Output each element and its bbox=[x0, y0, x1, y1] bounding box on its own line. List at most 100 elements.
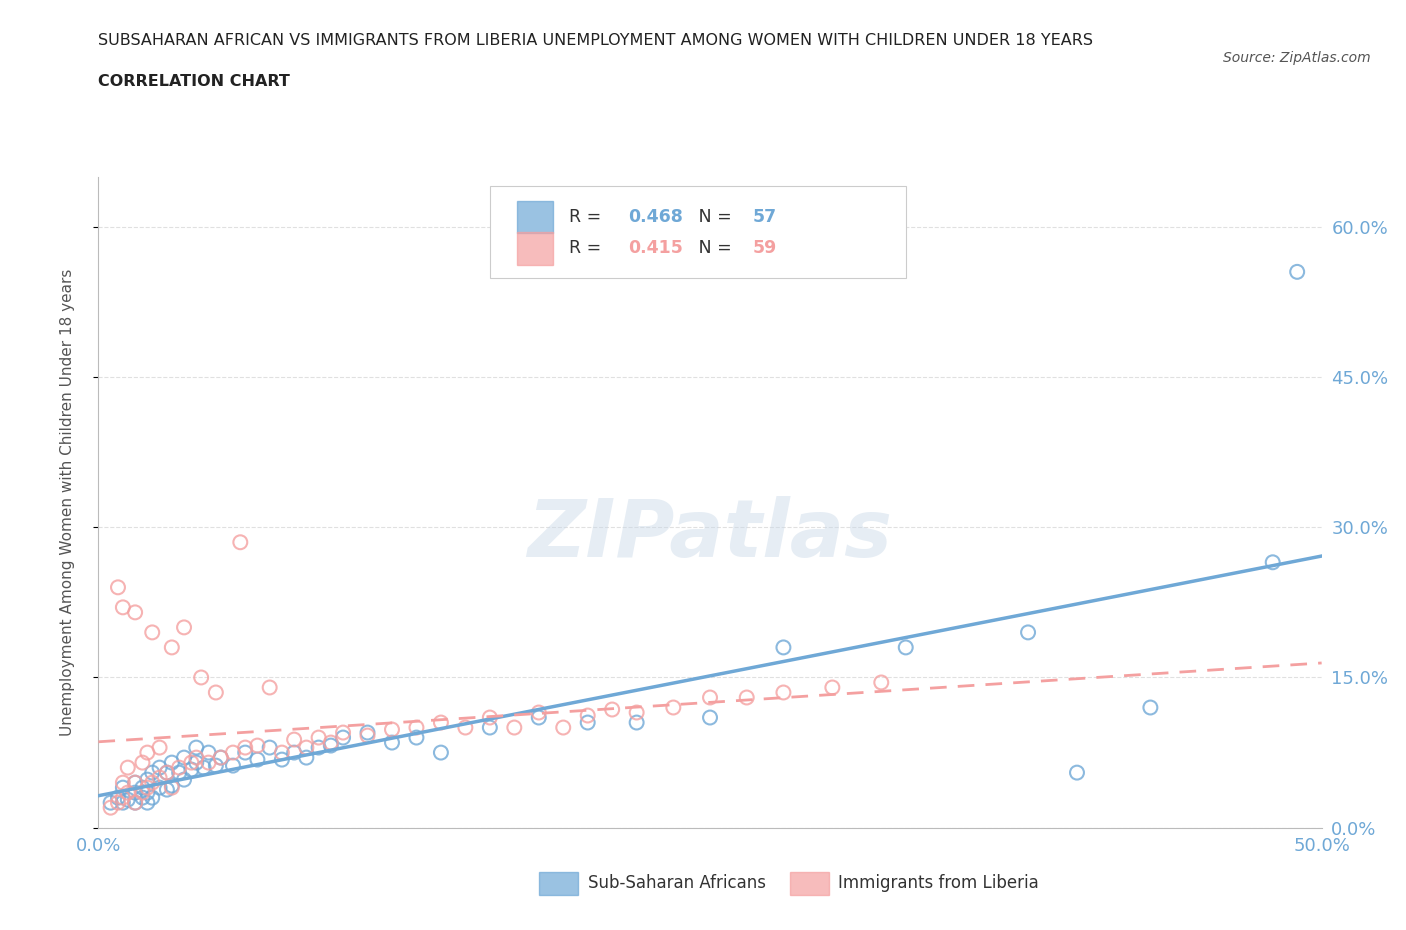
Point bbox=[222, 758, 245, 773]
Point bbox=[772, 685, 794, 700]
Point bbox=[821, 680, 844, 695]
Point bbox=[197, 755, 219, 770]
Point bbox=[156, 782, 179, 797]
Point bbox=[160, 778, 183, 793]
FancyBboxPatch shape bbox=[538, 872, 578, 895]
Point bbox=[100, 800, 122, 815]
Point bbox=[405, 730, 427, 745]
Text: R =: R = bbox=[569, 208, 607, 226]
Text: 57: 57 bbox=[752, 208, 778, 226]
Point bbox=[1017, 625, 1039, 640]
Text: CORRELATION CHART: CORRELATION CHART bbox=[98, 74, 290, 89]
Point bbox=[222, 745, 245, 760]
Point bbox=[141, 790, 163, 805]
Point bbox=[124, 795, 146, 810]
Point bbox=[193, 760, 215, 775]
Point bbox=[107, 580, 129, 595]
Point bbox=[527, 705, 550, 720]
Point bbox=[270, 752, 294, 767]
Point bbox=[229, 535, 252, 550]
Point bbox=[283, 732, 305, 747]
Point bbox=[246, 752, 269, 767]
Point bbox=[167, 765, 190, 780]
Point bbox=[478, 720, 501, 735]
Point bbox=[1139, 700, 1161, 715]
Point bbox=[149, 780, 172, 795]
Point bbox=[527, 711, 550, 725]
Point bbox=[173, 620, 195, 635]
Point bbox=[662, 700, 685, 715]
Point bbox=[100, 795, 122, 810]
Point bbox=[167, 760, 190, 775]
Point bbox=[149, 760, 172, 775]
Point bbox=[772, 640, 794, 655]
Point bbox=[1261, 555, 1284, 570]
Point bbox=[160, 640, 183, 655]
Point bbox=[356, 725, 378, 740]
Point bbox=[381, 722, 404, 737]
Point bbox=[136, 780, 159, 795]
Text: Source: ZipAtlas.com: Source: ZipAtlas.com bbox=[1223, 51, 1371, 65]
Point bbox=[124, 785, 146, 800]
Point bbox=[124, 776, 146, 790]
Point bbox=[699, 711, 721, 725]
Point bbox=[117, 785, 139, 800]
Point bbox=[209, 751, 232, 765]
Y-axis label: Unemployment Among Women with Children Under 18 years: Unemployment Among Women with Children U… bbox=[60, 269, 75, 736]
Text: N =: N = bbox=[682, 208, 737, 226]
FancyBboxPatch shape bbox=[489, 187, 905, 278]
Point bbox=[117, 760, 139, 775]
Point bbox=[600, 702, 623, 717]
Point bbox=[124, 776, 146, 790]
Point bbox=[870, 675, 893, 690]
Point bbox=[430, 715, 453, 730]
Point bbox=[699, 690, 721, 705]
Point bbox=[356, 728, 378, 743]
Point bbox=[319, 738, 342, 753]
Point bbox=[186, 740, 208, 755]
Point bbox=[186, 751, 208, 765]
Point bbox=[131, 780, 153, 795]
Point bbox=[149, 740, 172, 755]
Point bbox=[259, 680, 281, 695]
Point bbox=[626, 705, 648, 720]
Point bbox=[308, 730, 330, 745]
Point bbox=[283, 745, 305, 760]
Text: Sub-Saharan Africans: Sub-Saharan Africans bbox=[588, 874, 766, 892]
FancyBboxPatch shape bbox=[517, 232, 554, 265]
Text: 59: 59 bbox=[752, 239, 778, 258]
Point bbox=[735, 690, 758, 705]
Point bbox=[111, 790, 134, 805]
Point bbox=[136, 772, 159, 787]
Point bbox=[553, 720, 575, 735]
Point bbox=[1286, 264, 1309, 279]
Point bbox=[205, 685, 228, 700]
FancyBboxPatch shape bbox=[517, 201, 554, 233]
Point bbox=[131, 790, 153, 805]
Point bbox=[186, 755, 208, 770]
Text: 0.415: 0.415 bbox=[628, 239, 683, 258]
Point bbox=[233, 740, 256, 755]
Point bbox=[454, 720, 477, 735]
Point bbox=[180, 763, 202, 777]
Point bbox=[197, 745, 219, 760]
Point bbox=[405, 720, 427, 735]
Text: Immigrants from Liberia: Immigrants from Liberia bbox=[838, 874, 1039, 892]
Point bbox=[160, 755, 183, 770]
Point bbox=[141, 625, 163, 640]
Point bbox=[190, 670, 212, 684]
Point bbox=[111, 776, 134, 790]
Point bbox=[131, 755, 153, 770]
Point bbox=[295, 751, 318, 765]
Point bbox=[478, 711, 501, 725]
Point bbox=[156, 765, 179, 780]
Text: N =: N = bbox=[682, 239, 737, 258]
Point bbox=[124, 604, 146, 619]
Point bbox=[894, 640, 917, 655]
Text: SUBSAHARAN AFRICAN VS IMMIGRANTS FROM LIBERIA UNEMPLOYMENT AMONG WOMEN WITH CHIL: SUBSAHARAN AFRICAN VS IMMIGRANTS FROM LI… bbox=[98, 33, 1094, 47]
Point bbox=[111, 780, 134, 795]
Point bbox=[136, 785, 159, 800]
Point bbox=[156, 765, 179, 780]
Text: ZIPatlas: ZIPatlas bbox=[527, 496, 893, 574]
FancyBboxPatch shape bbox=[790, 872, 828, 895]
